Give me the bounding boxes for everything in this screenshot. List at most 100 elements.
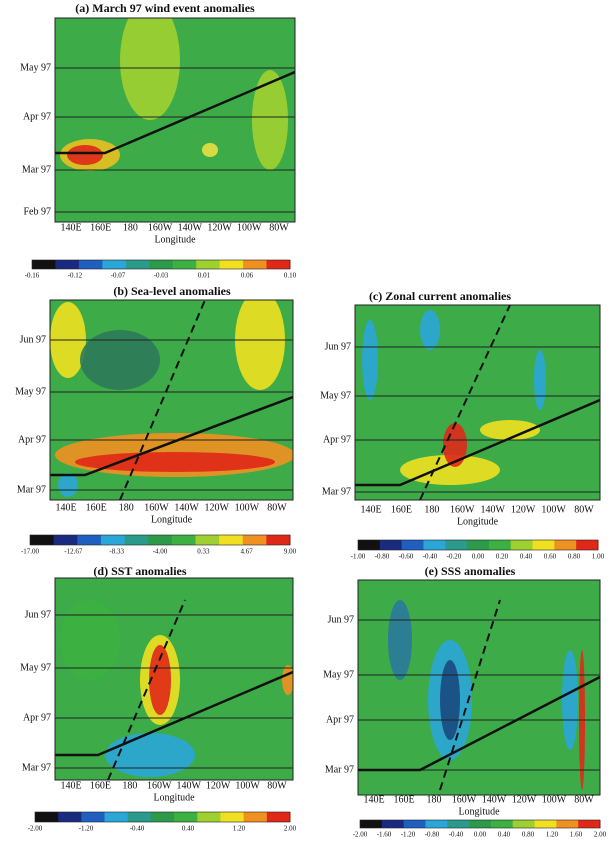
colorbar-label: -8.33 — [109, 548, 124, 556]
x-tick-label: 80W — [574, 794, 594, 805]
anomaly-blob — [67, 145, 103, 165]
x-axis-label: Longitude — [151, 514, 193, 525]
panel-title: (c) Zonal current anomalies — [369, 289, 511, 303]
colorbar-label: -0.03 — [154, 272, 169, 280]
anomaly-blob — [60, 600, 120, 680]
x-tick-label: 80W — [267, 780, 287, 791]
plot-area — [358, 580, 600, 795]
y-tick-label: May 97 — [20, 662, 51, 673]
anomaly-blob — [105, 733, 195, 777]
colorbar-swatch — [100, 535, 126, 545]
plot-frame — [54, 577, 294, 781]
colorbar-swatch — [150, 812, 175, 822]
colorbar-swatch — [467, 540, 490, 550]
colorbar-label: 0.80 — [522, 831, 535, 839]
colorbar-label: -0.40 — [130, 825, 145, 833]
colorbar-swatch — [102, 260, 127, 269]
x-tick-label: 120W — [207, 222, 232, 233]
panel-title: (a) March 97 wind event anomalies — [75, 1, 255, 15]
colorbar-swatch — [423, 540, 446, 550]
colorbar-label: 0.10 — [284, 272, 297, 280]
colorbar-label: 2.00 — [594, 831, 607, 839]
colorbar-label: 0.00 — [472, 553, 485, 561]
colorbar-label: -2.00 — [28, 825, 43, 833]
x-tick-label: 120W — [206, 780, 231, 791]
x-tick-label: 100W — [542, 794, 567, 805]
colorbar-swatch — [534, 820, 557, 828]
colorbar-label: -1.60 — [377, 831, 392, 839]
colorbar-swatch — [172, 260, 197, 269]
colorbar-swatch — [445, 540, 468, 550]
colorbar-label: 1.00 — [592, 553, 605, 561]
colorbar-swatch — [242, 535, 267, 545]
y-tick-label: Mar 97 — [22, 762, 51, 773]
colorbar-label: 1.20 — [233, 825, 246, 833]
x-tick-label: 160W — [452, 794, 477, 805]
colorbar-swatch — [30, 535, 55, 545]
y-tick-label: Mar 97 — [322, 486, 351, 497]
colorbar-label: -17.00 — [21, 548, 40, 556]
colorbar-swatch — [425, 820, 448, 828]
y-tick-label: May 97 — [320, 390, 351, 401]
anomaly-blob — [120, 18, 180, 120]
colorbar-swatch — [197, 812, 221, 822]
y-tick-label: Jun 97 — [20, 334, 46, 345]
colorbar-frame — [31, 259, 291, 270]
propagation-line — [50, 395, 293, 477]
anomaly-blob — [362, 320, 378, 400]
y-tick-label: Jun 97 — [25, 609, 51, 620]
colorbar-label: 0.40 — [498, 831, 511, 839]
x-tick-label: 120W — [512, 794, 537, 805]
x-tick-label: 160E — [90, 780, 111, 791]
rossby-line — [439, 599, 501, 791]
colorbar-swatch — [512, 820, 536, 828]
colorbar-frame — [29, 534, 291, 546]
x-tick-label: 100W — [237, 222, 262, 233]
colorbar-swatch — [127, 812, 152, 822]
anomaly-blob — [562, 650, 578, 750]
rossby-line — [419, 305, 511, 500]
anomaly-blob — [534, 350, 546, 410]
colorbar-label: 1.20 — [546, 831, 559, 839]
x-tick-label: 140W — [176, 780, 201, 791]
colorbar-swatch — [32, 260, 56, 269]
colorbar-swatch — [149, 260, 174, 269]
x-tick-label: 100W — [235, 502, 260, 513]
x-axis-label: Longitude — [154, 234, 196, 245]
rossby-line — [107, 599, 186, 780]
x-tick-label: 80W — [574, 504, 594, 515]
x-axis-label: Longitude — [458, 806, 500, 817]
y-tick-label: May 97 — [20, 62, 51, 73]
panel: (a) March 97 wind event anomalies May 97 A… — [20, 1, 297, 280]
anomaly-blob — [480, 420, 540, 440]
colorbar-label: 0.40 — [520, 553, 533, 561]
y-tick-label: Jun 97 — [325, 341, 351, 352]
anomaly-blob — [235, 300, 285, 390]
colorbar-swatch — [379, 540, 403, 550]
colorbar-label: -0.20 — [447, 553, 462, 561]
x-tick-label: 180 — [424, 504, 439, 515]
colorbar-swatch — [554, 540, 577, 550]
colorbar-frame — [357, 539, 599, 551]
y-tick-label: Apr 97 — [326, 714, 354, 725]
x-tick-label: 140W — [174, 502, 199, 513]
plot-frame — [54, 17, 296, 223]
colorbar-label: 0.60 — [544, 553, 557, 561]
colorbar-swatch — [77, 535, 102, 545]
colorbar-label: 0.40 — [182, 825, 195, 833]
x-tick-label: 180 — [427, 794, 442, 805]
y-tick-label: Mar 97 — [22, 164, 51, 175]
anomaly-blob — [400, 455, 500, 485]
x-tick-label: 140E — [60, 222, 81, 233]
colorbar-swatch — [220, 812, 245, 822]
y-tick-label: Apr 97 — [18, 434, 46, 445]
colorbar-swatch — [219, 535, 244, 545]
plot-frame — [357, 579, 601, 796]
colorbar-frame — [359, 819, 601, 829]
colorbar-label: -0.40 — [423, 553, 438, 561]
x-tick-label: 180 — [119, 502, 134, 513]
colorbar-label: 4.67 — [241, 548, 254, 556]
colorbar-swatch — [171, 535, 196, 545]
y-tick-label: Mar 97 — [17, 484, 46, 495]
